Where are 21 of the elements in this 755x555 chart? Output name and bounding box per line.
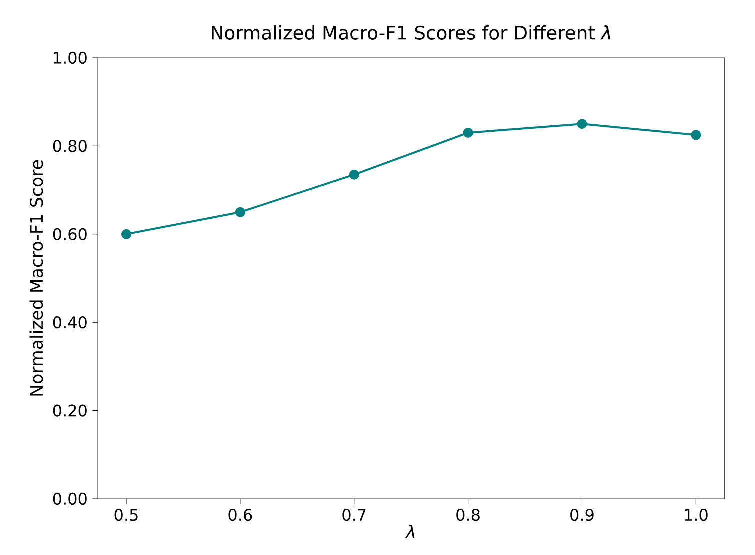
point	[463, 128, 474, 138]
x-tick-label: 1.0	[685, 509, 708, 522]
point	[235, 207, 246, 218]
chart-title: Normalized Macro-F1 Scores for Different λ	[212, 26, 611, 40]
x-axis-title: λ	[405, 524, 415, 538]
y-tick-label: 0.60	[53, 228, 87, 240]
point	[691, 130, 702, 140]
point	[121, 229, 132, 240]
point	[349, 170, 360, 180]
y-tick-label: 0.00	[53, 492, 87, 506]
y-tick-label: 1.00	[54, 52, 87, 64]
x-tick-label: 0.8	[456, 509, 480, 522]
y-tick-label: 0.40	[53, 316, 87, 329]
y-axis-title: Normalized Macro-F1 Score	[30, 160, 44, 396]
x-tick-label: 0.5	[114, 509, 138, 522]
x-tick-label: 0.6	[228, 509, 252, 522]
point	[577, 119, 588, 130]
x-tick-label: 0.9	[570, 509, 594, 522]
x-tick-label: 0.7	[342, 509, 366, 522]
y-tick-label: 0.80	[53, 140, 87, 152]
y-tick-label: 0.20	[53, 404, 87, 417]
